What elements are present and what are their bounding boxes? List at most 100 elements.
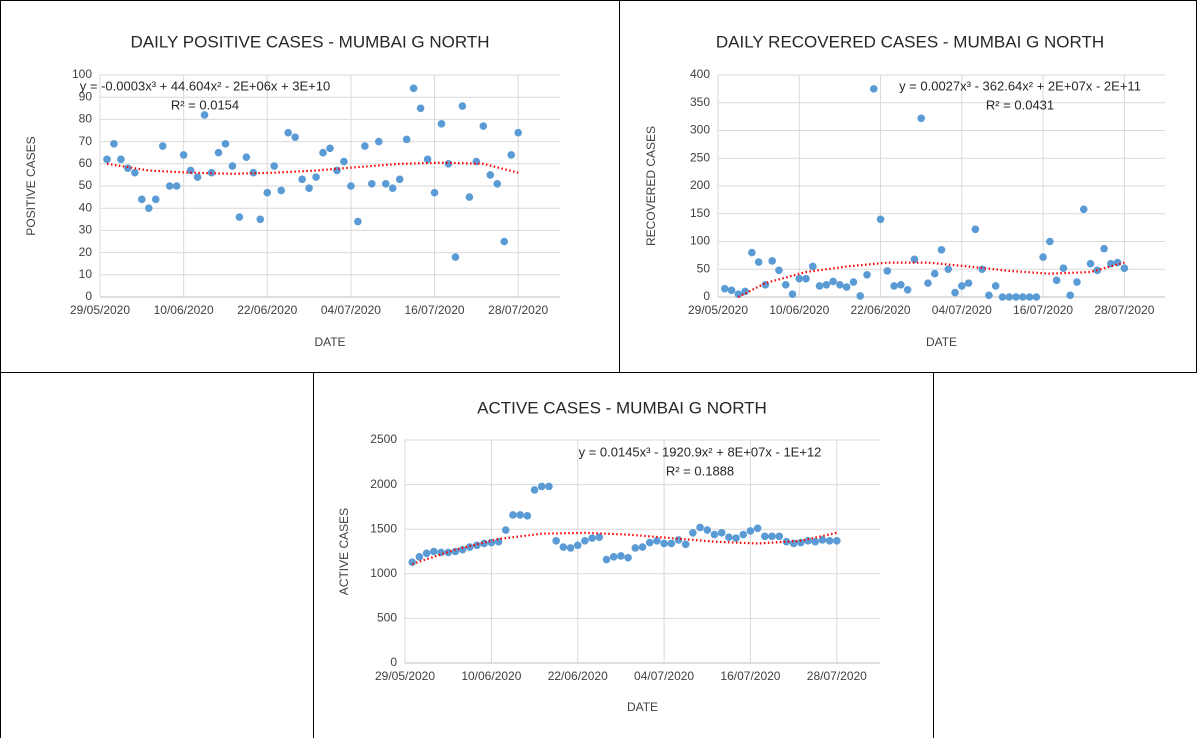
y-tick-label: 10 [79,267,93,281]
data-point [479,122,488,130]
data-point [249,168,258,177]
data-point [158,142,167,150]
data-point [235,213,244,221]
data-point [924,279,932,287]
y-tick-label: 70 [79,134,93,148]
x-tick-label: 22/06/2020 [851,303,911,317]
x-tick-label: 22/06/2020 [237,303,297,317]
data-point [530,486,539,494]
data-point [388,184,397,193]
data-point [768,532,776,541]
y-tick-label: 0 [390,655,397,669]
y-tick-label: 500 [377,611,397,625]
data-point [944,265,953,274]
data-point [903,285,912,294]
x-tick-label: 28/07/2020 [1094,303,1154,317]
data-point [842,283,851,291]
trendline [106,161,519,175]
data-point [595,533,604,542]
data-point [1052,276,1061,285]
panel-border [619,0,1197,373]
trendline [411,531,838,566]
data-point [103,155,111,164]
data-point [514,128,522,137]
data-point [964,279,973,287]
data-point [789,539,798,548]
data-point [172,182,181,190]
data-point [822,280,831,289]
trendline-r-squared: R² = 0.0154 [171,97,239,112]
data-point [409,84,418,93]
y-tick-label: 400 [690,67,710,81]
x-tick-label: 04/07/2020 [321,303,381,317]
x-tick-label: 10/06/2020 [461,669,521,683]
data-point [319,148,327,157]
data-point [429,547,438,556]
data-point [681,540,690,549]
data-point [402,135,411,144]
data-point [374,137,383,146]
data-point [559,543,568,551]
data-point [291,133,299,141]
x-axis-label: DATE [926,335,957,349]
data-point [537,482,546,491]
data-point [897,280,905,289]
data-point [509,511,517,519]
data-point [638,543,647,551]
data-point [696,523,704,532]
data-point [465,193,474,201]
data-point [430,188,439,197]
data-point [437,548,445,557]
data-point [1066,291,1074,300]
x-tick-label: 29/05/2020 [70,303,130,317]
x-tick-label: 29/05/2020 [688,303,748,317]
data-point [727,286,736,295]
data-point [144,204,153,212]
data-point [200,111,209,119]
data-point [667,539,676,548]
y-tick-label: 250 [690,150,710,164]
data-point [516,511,524,519]
data-point [179,151,188,159]
chart-title: DAILY RECOVERED CASES - MUMBAI G NORTH [716,32,1104,51]
data-point [985,291,993,300]
y-tick-label: 20 [79,245,93,259]
data-point [958,282,966,290]
data-point [1100,244,1108,253]
data-point [1113,258,1122,267]
data-point [444,548,452,557]
y-tick-label: 2000 [370,477,397,491]
trendline-equation: y = 0.0027x³ - 362.64x² + 2E+07x - 2E+11 [899,78,1141,93]
data-point [408,558,416,567]
x-axis-label: DATE [314,335,345,349]
data-point [354,217,362,226]
trendline-equation: y = -0.0003x³ + 44.604x² - 2E+06x + 3E+1… [80,78,330,93]
chart-title: DAILY POSITIVE CASES - MUMBAI G NORTH [131,32,490,51]
data-point [617,552,625,560]
data-point [802,274,810,283]
data-point [631,544,640,552]
data-point [856,292,865,300]
data-point [494,537,503,546]
data-point [717,528,726,537]
data-point [609,553,618,561]
data-point [242,153,251,161]
data-point [552,536,560,545]
data-point [214,148,223,157]
data-point [825,536,834,545]
data-point [423,155,432,164]
data-point [110,140,118,148]
y-tick-label: 1500 [370,521,397,535]
data-point [602,555,611,564]
y-tick-label: 30 [79,223,93,237]
data-point [720,284,729,293]
data-point [815,282,824,290]
data-point [754,258,763,266]
data-point [753,524,762,533]
y-tick-label: 50 [697,261,711,275]
data-point [775,532,784,541]
data-point [277,186,286,195]
data-point [340,157,348,166]
data-point [221,140,230,148]
data-point [566,544,575,552]
